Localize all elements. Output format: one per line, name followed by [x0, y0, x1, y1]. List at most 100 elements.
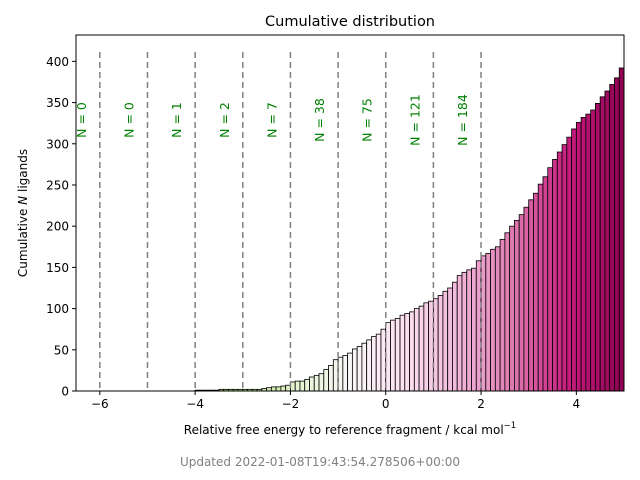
bar — [466, 269, 472, 392]
bar — [361, 342, 368, 392]
y-tick-label: 0 — [61, 385, 69, 399]
bar — [523, 206, 530, 392]
bar — [499, 238, 506, 392]
bar — [490, 248, 496, 392]
x-tick-label: −6 — [91, 397, 109, 411]
threshold-label: N = 121 — [407, 94, 422, 146]
bar — [313, 374, 320, 392]
bar — [390, 319, 396, 392]
bar — [342, 355, 349, 392]
y-tick-label: 200 — [46, 220, 69, 234]
bar — [452, 281, 458, 392]
chart-title: Cumulative distribution — [265, 14, 435, 30]
bar — [461, 271, 468, 392]
bar — [375, 333, 382, 392]
bar — [614, 77, 620, 392]
bar — [304, 379, 310, 392]
bar — [599, 96, 606, 392]
threshold-lines: N = 0 N = 0 N = 1 N = 2 N = 7 N = 38 N = 75 N =… — [74, 52, 482, 391]
bar — [318, 373, 325, 392]
bar — [366, 339, 372, 392]
threshold-label: N = 1 — [169, 102, 184, 138]
threshold-label: N = 0 — [121, 102, 136, 138]
bar — [299, 380, 306, 392]
y-tick-label: 350 — [46, 96, 69, 110]
bar — [509, 225, 515, 392]
bar — [323, 369, 329, 392]
threshold-label: N = 7 — [264, 102, 279, 138]
plot-frame — [75, 34, 625, 392]
threshold-label: N = 0 — [74, 102, 89, 138]
bar — [566, 136, 572, 392]
bar — [394, 318, 401, 392]
y-axis-label-post: ligands — [16, 149, 30, 196]
bar — [494, 246, 501, 392]
bar — [399, 314, 406, 392]
bar — [556, 151, 563, 392]
y-axis-label-pre: Cumulative — [16, 205, 30, 277]
bar — [561, 144, 568, 392]
bar — [309, 376, 315, 392]
bar — [580, 117, 587, 392]
bar — [528, 199, 534, 392]
y-tick-label: 100 — [46, 302, 69, 316]
bar — [371, 336, 377, 392]
bar — [437, 295, 444, 392]
bar — [294, 380, 301, 392]
bar — [618, 67, 625, 392]
y-axis-ticks: 0 50 100 150 200 250 300 350 400 — [46, 55, 76, 399]
bar — [347, 352, 353, 392]
x-tick-label: 2 — [477, 397, 485, 411]
bar — [351, 348, 358, 392]
updated-timestamp: Updated 2022-01-08T19:43:54.278506+00:00 — [180, 455, 460, 469]
bar — [575, 121, 582, 392]
x-axis-label-main: Relative free energy to reference fragme… — [184, 423, 504, 437]
x-axis-label-sup: −1 — [504, 421, 517, 431]
bar — [456, 275, 463, 392]
bar — [485, 252, 491, 392]
y-axis-label: Cumulative N ligands — [16, 149, 30, 277]
bar — [518, 214, 525, 392]
bar — [514, 220, 520, 392]
x-axis-ticks: −6 −4 −2 0 2 4 — [91, 391, 580, 411]
y-tick-label: 50 — [54, 343, 69, 357]
bar — [423, 302, 430, 392]
bar — [328, 365, 334, 392]
bar — [547, 167, 553, 392]
bar — [504, 232, 511, 392]
threshold-label: N = 38 — [312, 98, 327, 142]
y-tick-label: 400 — [46, 55, 69, 69]
bar — [604, 90, 611, 392]
y-tick-label: 250 — [46, 178, 69, 192]
bar — [270, 386, 277, 392]
bar — [380, 328, 387, 392]
bar — [571, 128, 577, 392]
bar — [552, 159, 558, 392]
bar — [471, 267, 477, 392]
bar — [533, 192, 539, 392]
bar — [280, 385, 287, 392]
threshold-label: N = 184 — [455, 94, 470, 146]
x-tick-label: 0 — [382, 397, 390, 411]
bar — [442, 290, 449, 392]
bar — [595, 102, 601, 392]
bar — [275, 386, 282, 392]
bar — [404, 313, 410, 392]
bar — [537, 183, 544, 392]
y-tick-label: 300 — [46, 137, 69, 151]
x-tick-label: 4 — [573, 397, 581, 411]
y-axis-label-var: N — [16, 196, 30, 205]
bar — [542, 176, 549, 392]
x-tick-label: −2 — [282, 397, 300, 411]
threshold-label: N = 2 — [217, 102, 232, 138]
x-axis-label: Relative free energy to reference fragme… — [184, 421, 516, 437]
bar — [609, 84, 615, 392]
bar — [418, 305, 425, 392]
x-tick-label: −4 — [186, 397, 204, 411]
bar — [356, 346, 363, 392]
bar — [590, 109, 596, 392]
bar — [447, 287, 453, 392]
bar — [413, 308, 420, 392]
threshold-label: N = 75 — [360, 98, 375, 142]
